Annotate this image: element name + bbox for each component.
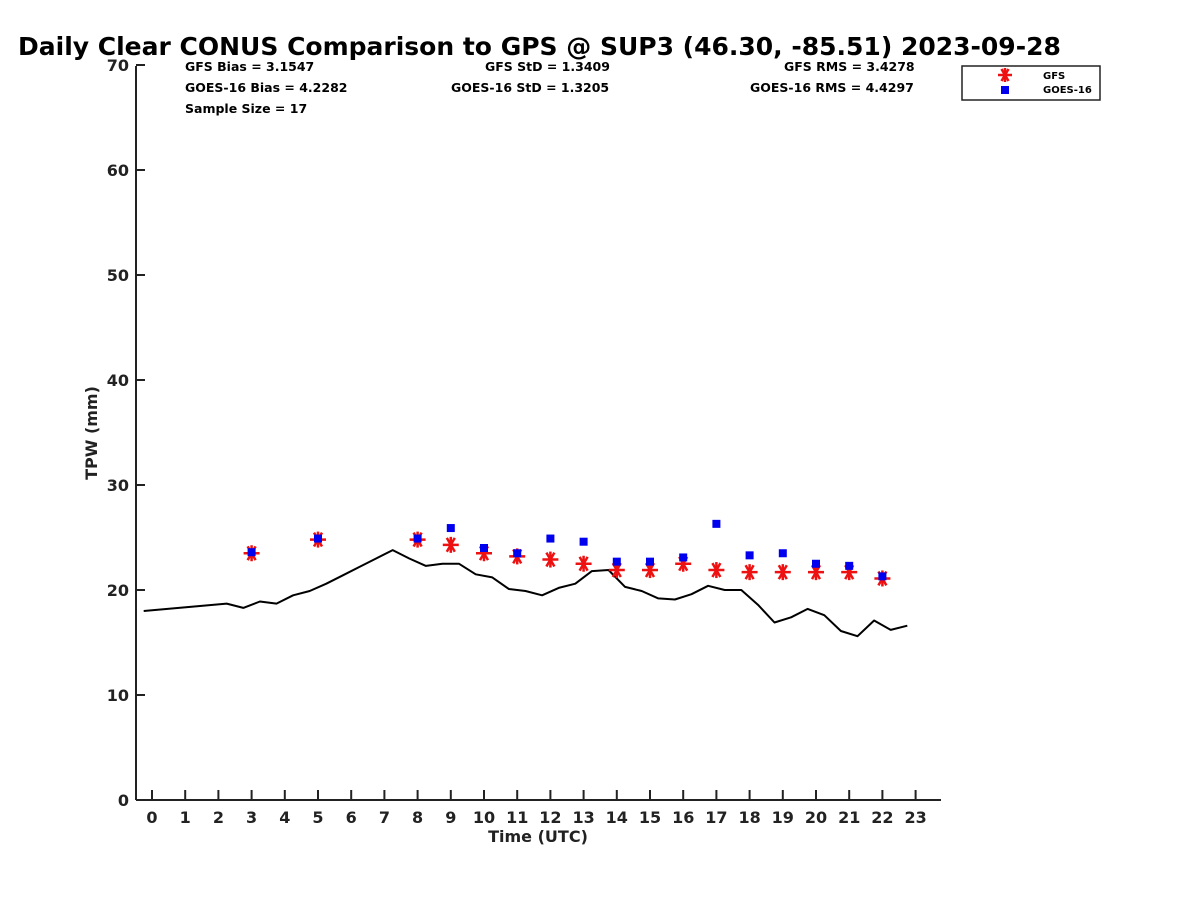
legend-goes-marker xyxy=(1001,86,1009,94)
gfs-std-stat: GFS StD = 1.3409 xyxy=(485,59,610,74)
y-tick-label: 30 xyxy=(107,476,129,495)
x-tick-label: 15 xyxy=(639,808,661,827)
goes16-point xyxy=(413,534,422,543)
goes16-point xyxy=(845,561,854,570)
goes16-point xyxy=(314,534,322,543)
x-tick-label: 18 xyxy=(738,808,760,827)
goes16-point xyxy=(646,557,654,566)
x-tick-label: 0 xyxy=(146,808,157,827)
x-tick-label: 12 xyxy=(539,808,561,827)
x-tick-label: 2 xyxy=(213,808,224,827)
x-tick-label: 7 xyxy=(379,808,390,827)
x-tick-label: 3 xyxy=(246,808,257,827)
legend-box xyxy=(961,65,1101,101)
goes16-point xyxy=(579,537,588,546)
legend-goes-label: GOES-16 xyxy=(1043,85,1092,96)
gfs-point xyxy=(575,555,592,572)
goes16-point xyxy=(812,559,820,568)
y-axis: 0 10 20 30 40 50 60 70 xyxy=(107,56,145,810)
goes16-point xyxy=(546,534,555,543)
x-tick-label: 23 xyxy=(904,808,926,827)
x-axis: 0 1 2 3 4 5 6 7 8 9 10 11 12 13 14 15 16 17 18 19 20 21 22 23 xyxy=(136,790,941,827)
gfs-point xyxy=(542,551,559,568)
gfs-rms-stat: GFS RMS = 3.4278 xyxy=(784,59,915,74)
x-tick-label: 17 xyxy=(705,808,727,827)
x-tick-label: 19 xyxy=(772,808,794,827)
goes16-point xyxy=(513,549,522,558)
gfs-bias-stat: GFS Bias = 3.1547 xyxy=(185,59,314,74)
goes16-point xyxy=(679,553,688,562)
y-ticks: 0 10 20 30 40 50 60 70 xyxy=(107,56,145,810)
y-tick-label: 20 xyxy=(107,581,129,600)
y-axis-label: TPW (mm) xyxy=(82,386,101,480)
goes16-point xyxy=(480,544,488,552)
x-tick-label: 14 xyxy=(606,808,628,827)
y-tick-label: 40 xyxy=(107,371,129,390)
y-tick-label: 70 xyxy=(107,56,129,75)
x-tick-label: 16 xyxy=(672,808,694,827)
goes-rms-stat: GOES-16 RMS = 4.4297 xyxy=(750,80,914,95)
legend-gfs-marker xyxy=(998,68,1012,82)
gfs-point xyxy=(708,562,725,579)
x-tick-label: 6 xyxy=(346,808,357,827)
x-tick-label: 22 xyxy=(871,808,893,827)
x-tick-label: 10 xyxy=(473,808,495,827)
y-tick-label: 50 xyxy=(107,266,129,285)
goes16-point xyxy=(712,519,721,528)
goes16-point xyxy=(878,572,887,581)
legend: GFS GOES-16 xyxy=(961,65,1101,101)
goes16-point xyxy=(247,548,256,557)
stats-block: GFS Bias = 3.1547 GOES-16 Bias = 4.2282 … xyxy=(185,59,915,116)
legend-gfs-asterisk xyxy=(998,68,1012,82)
goes16-point xyxy=(778,549,787,558)
x-tick-label: 13 xyxy=(572,808,594,827)
y-tick-label: 0 xyxy=(118,791,129,810)
x-tick-label: 4 xyxy=(279,808,290,827)
legend-gfs-label: GFS xyxy=(1043,71,1065,82)
x-tick-label: 5 xyxy=(312,808,323,827)
chart-title: Daily Clear CONUS Comparison to GPS @ SU… xyxy=(18,32,1061,61)
y-tick-label: 60 xyxy=(107,161,129,180)
gfs-point xyxy=(741,564,758,581)
x-ticks: 0 1 2 3 4 5 6 7 8 9 10 11 12 13 14 15 16 17 18 19 20 21 22 23 xyxy=(146,790,927,827)
sample-size-stat: Sample Size = 17 xyxy=(185,101,307,116)
gps-series-line xyxy=(143,549,908,638)
gfs-point xyxy=(774,564,791,581)
x-tick-label: 1 xyxy=(180,808,191,827)
x-tick-label: 11 xyxy=(506,808,528,827)
x-tick-label: 20 xyxy=(805,808,827,827)
gfs-point xyxy=(442,536,459,553)
goes16-point xyxy=(446,524,455,533)
goes16-point xyxy=(612,557,621,566)
x-tick-label: 9 xyxy=(445,808,456,827)
x-tick-label: 21 xyxy=(838,808,860,827)
goes-std-stat: GOES-16 StD = 1.3205 xyxy=(451,80,609,95)
goes-bias-stat: GOES-16 Bias = 4.2282 xyxy=(185,80,347,95)
x-axis-label: Time (UTC) xyxy=(488,827,588,846)
goes16-point xyxy=(745,551,754,560)
plot-area xyxy=(143,519,908,638)
y-tick-label: 10 xyxy=(107,686,129,705)
x-tick-label: 8 xyxy=(412,808,423,827)
